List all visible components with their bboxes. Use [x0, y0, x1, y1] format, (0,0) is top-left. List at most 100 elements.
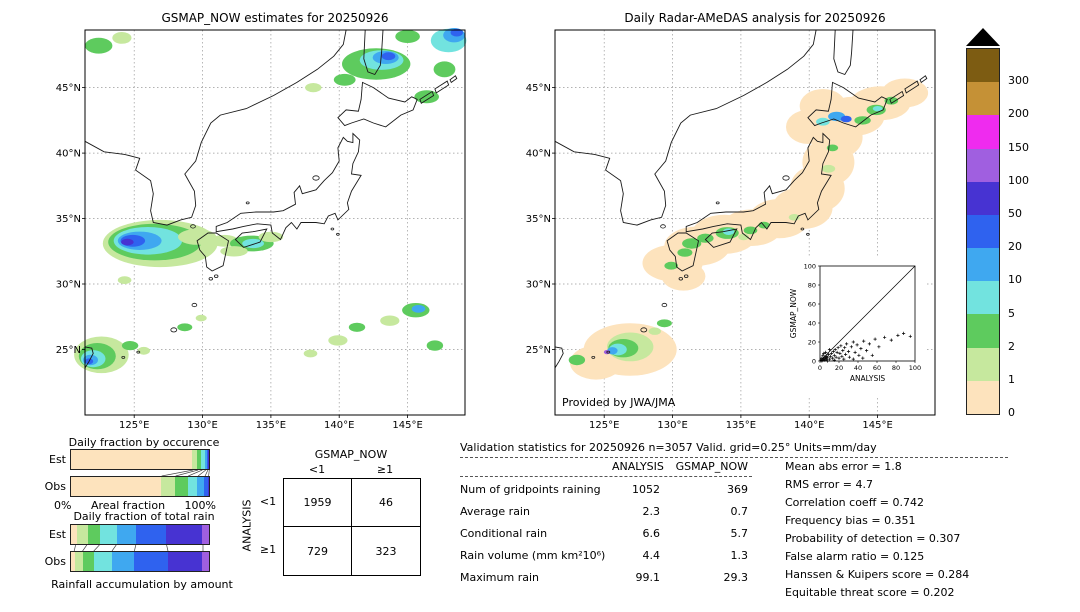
scatter-point: [857, 353, 861, 357]
island: [806, 232, 810, 236]
scatter-point: [883, 335, 887, 339]
scatter-point: [839, 344, 843, 348]
precip-region: [821, 164, 836, 173]
inset-y-tick: 100: [804, 263, 816, 271]
map-frame: [84, 29, 466, 416]
stat-analysis-value: 1052: [632, 483, 660, 496]
bar-segment: [201, 450, 205, 469]
scatter-point: [844, 352, 848, 356]
scatter-point: [828, 354, 832, 358]
colorbar-tick-label: 150: [1008, 140, 1029, 154]
inset-x-tick: 80: [892, 364, 900, 372]
summary-stat-value: 4.7: [855, 478, 873, 491]
summary-stat-label: Hanssen & Kuipers score: [785, 568, 922, 581]
coastline: [337, 81, 418, 128]
precip-region: [570, 345, 622, 380]
island: [660, 224, 666, 229]
bar-segment: [71, 477, 162, 496]
bar-segment: [206, 450, 209, 469]
colorbar-band: [967, 214, 999, 249]
coastline: [704, 228, 738, 248]
precip-region: [826, 144, 839, 152]
precip-region: [395, 30, 420, 43]
bar-row-label: Obs: [44, 480, 66, 493]
bar-segment: [71, 525, 77, 544]
stat-label: Rain volume (mm km²10⁶): [460, 549, 606, 562]
bar-row-label: Obs: [44, 555, 66, 568]
colorbar-band: [967, 248, 999, 282]
coastline: [807, 81, 888, 128]
island: [606, 350, 611, 354]
bar-segment: [207, 477, 209, 496]
precip-region: [258, 231, 284, 243]
scatter-point: [846, 349, 851, 354]
coastline: [554, 346, 564, 369]
scatter-point: [830, 356, 834, 360]
y-tick-label: 35°N: [526, 214, 551, 225]
summary-stat: Correlation coeff = 0.742: [785, 496, 924, 509]
scatter-point: [873, 337, 877, 341]
precip-region: [450, 28, 463, 37]
inset-y-tick: 20: [808, 339, 816, 347]
precip-region: [85, 37, 113, 54]
contingency-col-label-lt1: <1: [308, 463, 326, 476]
stacked-bar: [70, 551, 210, 572]
scatter-point: [896, 333, 900, 337]
coastline: [434, 80, 450, 94]
stats-row: Maximum rain 99.1 29.3: [460, 571, 752, 584]
island: [190, 224, 196, 229]
bar-segment: [87, 525, 100, 544]
coastline: [84, 346, 94, 369]
bar-segment: [208, 450, 209, 469]
bar-segment: [204, 477, 208, 496]
scatter-point: [822, 351, 826, 355]
y-tick-label: 45°N: [56, 83, 81, 94]
stats-row: Rain volume (mm km²10⁶) 4.4 1.3: [460, 549, 752, 562]
scatter-point: [851, 340, 855, 344]
summary-stat-value: 0.202: [922, 586, 955, 599]
inset-y-tick: 40: [808, 320, 816, 328]
precip-region: [677, 248, 693, 257]
right-map-title: Daily Radar-AMeDAS analysis for 20250926: [624, 11, 886, 25]
island: [715, 201, 720, 205]
bar-segment: [175, 477, 188, 496]
scatter-point: [834, 355, 838, 359]
stat-gsmap-value: 369: [727, 483, 748, 496]
rain-colorbar: 300 200 150 100 50 20 10 5 2 1 0: [966, 28, 1080, 419]
gsmap-now-map: 125°E 130°E 135°E 140°E 145°E 25°N 30°N 35°N 40°…: [56, 28, 467, 431]
stats-row: Average rain 2.3 0.7: [460, 505, 752, 518]
contingency-cell-correct-negative: 1959: [284, 479, 352, 527]
island: [640, 327, 648, 333]
occurrence-chart-title: Daily fraction by occurence: [68, 436, 220, 449]
scatter-point: [837, 356, 841, 360]
scatter-point: [836, 346, 840, 350]
coastline: [666, 232, 700, 272]
inset-x-tick: 40: [854, 364, 862, 372]
contingency-row-axis-title: ANALYSIS: [240, 499, 254, 552]
summary-stat-label: Probability of detection: [785, 532, 913, 545]
coastline: [215, 132, 362, 241]
bar-segment: [197, 477, 205, 496]
one-to-one-line: [819, 265, 916, 362]
precip-region: [433, 61, 456, 78]
stacked-bar: [70, 524, 210, 545]
bar-segment: [204, 450, 207, 469]
colorbar-band: [967, 347, 999, 381]
bar-segment: [161, 477, 176, 496]
bar-segment: [99, 525, 117, 544]
island: [591, 355, 596, 359]
stat-label: Num of gridpoints raining: [460, 483, 601, 496]
colorbar-tick-label: 10: [1008, 273, 1022, 287]
colorbar-tick-label: 20: [1008, 240, 1022, 254]
y-tick-label: 30°N: [526, 280, 551, 291]
stats-rows: Num of gridpoints raining 1052 369 Average …: [460, 483, 752, 584]
bar-segment: [167, 552, 203, 571]
x-tick-label: 125°E: [589, 420, 619, 431]
precip-region: [426, 340, 444, 351]
scatter-point: [855, 343, 859, 347]
precip-region: [178, 229, 217, 245]
precip-region: [137, 346, 150, 355]
scatter-point: [862, 339, 866, 343]
precip-region: [568, 354, 586, 366]
x-tick-label: 140°E: [794, 420, 824, 431]
